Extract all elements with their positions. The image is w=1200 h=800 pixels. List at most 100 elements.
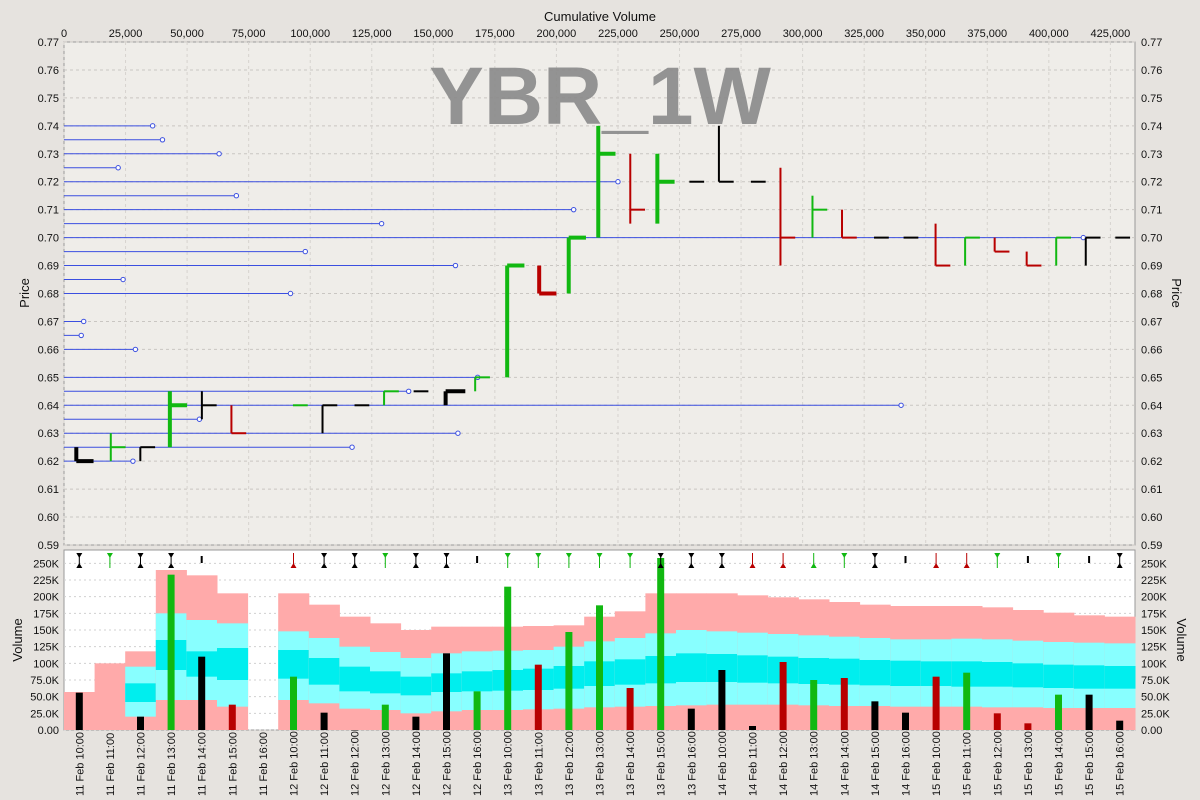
volume-marker-arrow-down	[627, 553, 634, 558]
volume-marker-tick	[904, 556, 907, 563]
volume-tick-label-right: 25.0K	[1141, 708, 1170, 720]
volume-marker-tick	[476, 556, 479, 563]
price-tick-label-left: 0.65	[38, 372, 59, 384]
price-tick-label-right: 0.63	[1141, 428, 1162, 440]
volume-bar	[871, 701, 879, 730]
volume-bands	[64, 570, 1136, 730]
volume-marker-arrow-down	[504, 553, 511, 558]
volume-band-outer	[94, 663, 126, 730]
volume-marker-arrow-down	[688, 553, 695, 558]
volume-tick-label-right: 100K	[1141, 658, 1167, 670]
price-level-dot	[898, 402, 904, 408]
time-tick-label: 12 Feb 12:00	[350, 731, 362, 796]
volume-marker-arrow-up	[76, 563, 83, 568]
top-axis-label: Cumulative Volume	[544, 9, 656, 24]
price-level-dot	[378, 220, 385, 227]
volume-bar	[657, 558, 665, 730]
volume-marker-arrow-down	[106, 553, 113, 558]
volume-tick-label-right: 125K	[1141, 642, 1167, 654]
top-tick-label: 125,000	[352, 28, 392, 40]
price-tick-label-left: 0.70	[38, 233, 59, 245]
price-tick-label-left: 0.68	[38, 289, 59, 301]
volume-marker-arrow-up	[1116, 563, 1123, 568]
volume-tick-label-right: 50.0K	[1141, 692, 1170, 704]
volume-tick-label-right: 175K	[1141, 608, 1167, 620]
volume-marker-arrow-up	[168, 563, 175, 568]
volume-tick-label-left: 100K	[33, 658, 59, 670]
top-tick-label: 75,000	[232, 28, 266, 40]
price-level-dot	[120, 276, 126, 283]
price-tick-label-right: 0.75	[1141, 93, 1162, 105]
volume-marker-arrow-down	[168, 553, 175, 558]
price-tick-label-right: 0.59	[1141, 540, 1162, 552]
time-tick-label: 11 Feb 16:00	[258, 732, 270, 796]
volume-band-core	[370, 671, 402, 694]
volume-marker-arrow-down	[1055, 553, 1062, 558]
price-level-dot	[159, 137, 166, 143]
volume-bar	[534, 664, 542, 730]
volume-marker-arrow-up	[321, 563, 328, 568]
time-tick-label: 13 Feb 11:00	[533, 732, 545, 796]
price-tick-label-left: 0.59	[38, 540, 59, 552]
volume-bar	[351, 730, 359, 731]
volume-bar	[596, 605, 603, 730]
top-tick-label: 0	[61, 28, 67, 40]
volume-marker-arrow-up	[688, 563, 695, 568]
volume-bar	[1116, 720, 1124, 730]
volume-band-core	[737, 655, 769, 683]
top-tick-label: 425,000	[1090, 28, 1130, 40]
volume-bar	[810, 680, 818, 730]
price-level-dot	[302, 248, 308, 255]
price-tick-label-left: 0.77	[38, 37, 59, 49]
volume-bar	[473, 691, 481, 730]
volume-band-core	[614, 659, 646, 685]
volume-band-core	[308, 658, 340, 685]
time-tick-label: 14 Feb 15:00	[870, 731, 882, 796]
volume-marker-arrow-down	[443, 553, 450, 558]
price-tick-label-left: 0.64	[38, 400, 59, 412]
price-level-dot	[233, 192, 240, 199]
volume-marker-arrow-down	[76, 553, 83, 558]
price-tick-label-right: 0.64	[1141, 400, 1162, 412]
time-tick-label: 15 Feb 11:00	[962, 732, 974, 796]
chart-title: YBR_1W	[429, 51, 771, 142]
volume-tick-label-left: 250K	[33, 558, 59, 570]
volume-bar	[749, 726, 756, 730]
volume-marker-arrow-down	[718, 553, 725, 558]
price-level-dot	[216, 151, 222, 157]
volume-bar	[504, 586, 512, 730]
volume-band-core	[890, 660, 922, 686]
price-level-dot	[149, 123, 156, 129]
volume-bar	[198, 656, 206, 730]
time-tick-label: 13 Feb 13:00	[595, 731, 607, 796]
volume-marker-arrow-down	[535, 553, 542, 558]
volume-marker-arrow-down	[841, 553, 848, 558]
price-tick-label-left: 0.73	[38, 149, 59, 161]
price-tick-label-left: 0.62	[38, 456, 59, 468]
volume-marker-arrow-down	[596, 553, 603, 558]
volume-band-core	[1012, 663, 1044, 688]
price-level-dot	[570, 206, 577, 213]
price-tick-label-right: 0.60	[1141, 512, 1162, 524]
top-tick-label: 100,000	[290, 28, 330, 40]
volume-band-core	[339, 666, 371, 692]
volume-bar	[1085, 694, 1093, 730]
time-tick-label: 13 Feb 16:00	[686, 731, 698, 796]
volume-marker-arrow-up	[443, 563, 450, 568]
volume-tick-label-right: 250K	[1141, 558, 1167, 570]
price-tick-label-left: 0.75	[38, 93, 59, 105]
top-tick-label: 375,000	[967, 28, 1007, 40]
top-tick-label: 175,000	[475, 28, 515, 40]
volume-tick-label-right: 200K	[1141, 592, 1167, 604]
price-level-dot	[615, 179, 621, 185]
price-tick-label-right: 0.69	[1141, 261, 1162, 273]
volume-bar	[75, 692, 83, 730]
price-tick-label-right: 0.70	[1141, 233, 1162, 245]
volume-bar	[1055, 694, 1062, 730]
volume-marker-arrow-up	[963, 563, 970, 568]
volume-band-core	[1073, 665, 1105, 689]
top-tick-label: 150,000	[413, 28, 453, 40]
price-level-dot	[80, 318, 87, 325]
volume-tick-label-right: 225K	[1141, 575, 1167, 587]
volume-band-core	[125, 683, 157, 702]
